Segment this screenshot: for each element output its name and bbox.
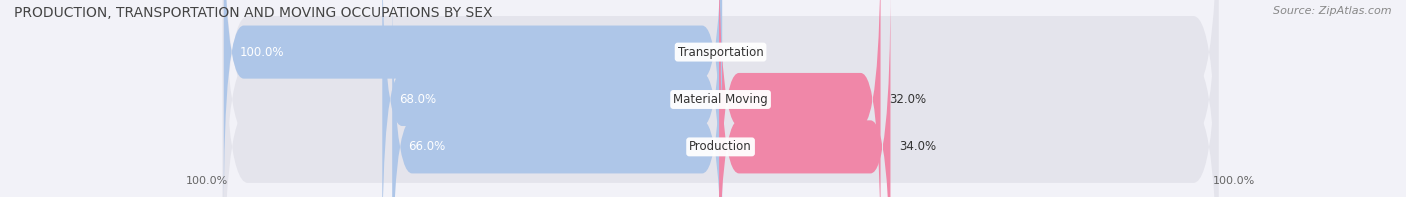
Text: Source: ZipAtlas.com: Source: ZipAtlas.com — [1274, 6, 1392, 16]
Text: Production: Production — [689, 140, 752, 153]
FancyBboxPatch shape — [224, 0, 723, 197]
FancyBboxPatch shape — [382, 0, 723, 197]
FancyBboxPatch shape — [222, 0, 1219, 197]
FancyBboxPatch shape — [718, 0, 880, 197]
FancyBboxPatch shape — [222, 0, 1219, 197]
Text: 68.0%: 68.0% — [399, 93, 436, 106]
Text: 100.0%: 100.0% — [1213, 176, 1256, 186]
FancyBboxPatch shape — [222, 0, 1219, 197]
Text: PRODUCTION, TRANSPORTATION AND MOVING OCCUPATIONS BY SEX: PRODUCTION, TRANSPORTATION AND MOVING OC… — [14, 6, 492, 20]
Text: 66.0%: 66.0% — [409, 140, 446, 153]
Text: 0.0%: 0.0% — [731, 46, 761, 59]
Text: 100.0%: 100.0% — [240, 46, 284, 59]
Text: Transportation: Transportation — [678, 46, 763, 59]
FancyBboxPatch shape — [718, 0, 890, 197]
Text: 100.0%: 100.0% — [186, 176, 228, 186]
FancyBboxPatch shape — [392, 0, 723, 197]
Text: 32.0%: 32.0% — [889, 93, 927, 106]
Text: Material Moving: Material Moving — [673, 93, 768, 106]
Text: 34.0%: 34.0% — [898, 140, 936, 153]
